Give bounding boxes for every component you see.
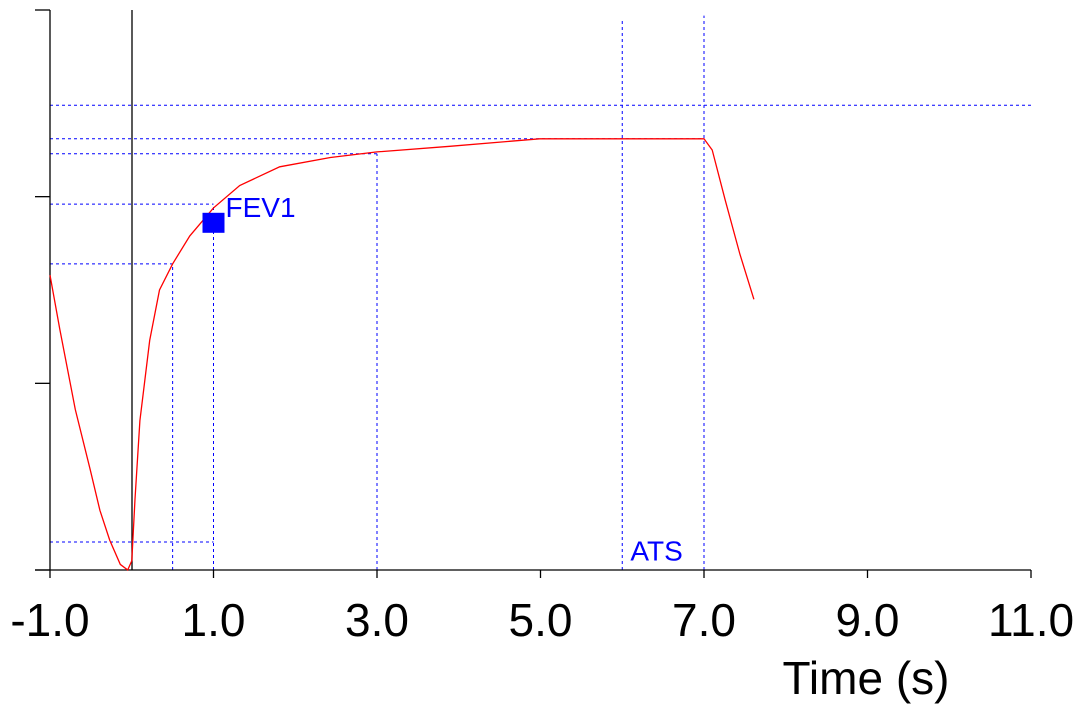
x-tick-label: -1.0 (10, 594, 89, 646)
fev1-label: FEV1 (226, 192, 296, 223)
x-tick-label: 5.0 (509, 594, 573, 646)
markers: FEV1 ATS (202, 192, 683, 567)
axes: -1.0 1.0 3.0 5.0 7.0 9.0 11.0 (10, 9, 1074, 646)
x-tick-label: 7.0 (672, 594, 736, 646)
x-tick-label: 9.0 (836, 594, 900, 646)
ats-label: ATS (630, 536, 682, 567)
x-tick-label: 3.0 (345, 594, 409, 646)
x-tick-label: 1.0 (182, 594, 246, 646)
fev1-marker (202, 212, 225, 233)
volume-time-curve (49, 138, 755, 572)
x-axis-label: Time (s) (783, 652, 950, 704)
reference-lines (50, 15, 1031, 570)
x-tick-label: 11.0 (988, 594, 1074, 646)
